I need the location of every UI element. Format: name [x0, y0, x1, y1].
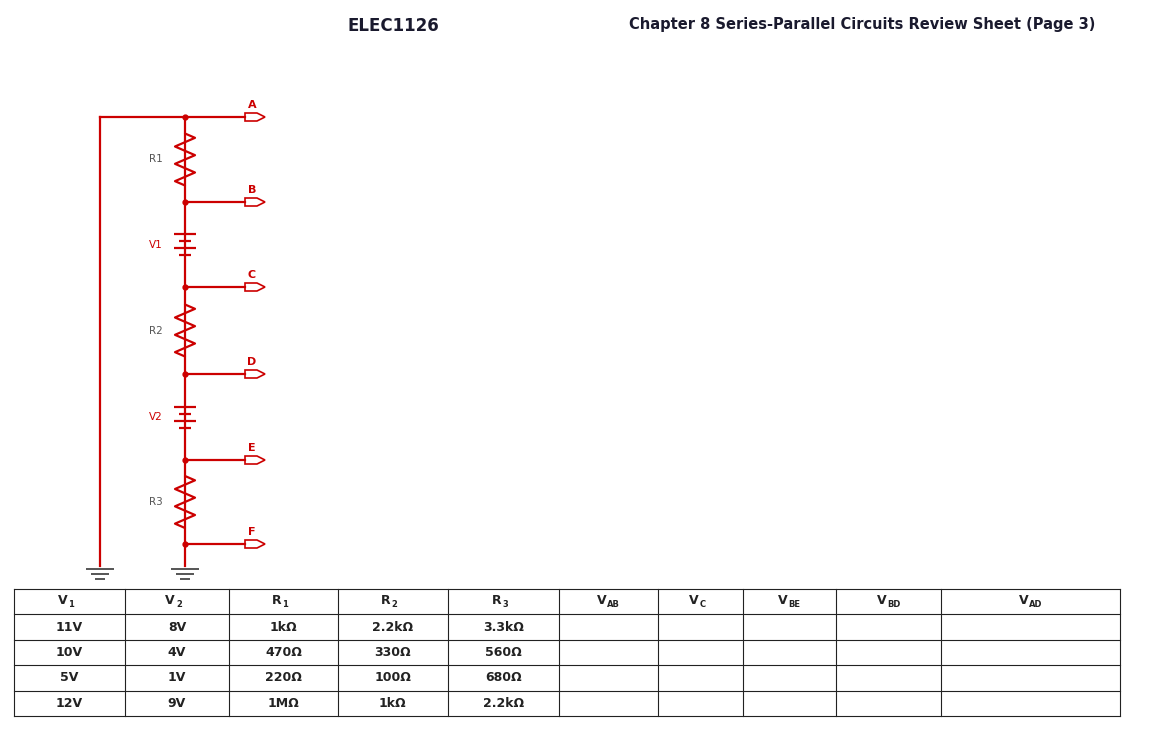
Text: 680Ω: 680Ω	[485, 671, 521, 684]
Text: AB: AB	[608, 600, 620, 609]
Text: R: R	[272, 594, 282, 608]
Text: 10V: 10V	[56, 646, 83, 659]
Text: R1: R1	[149, 154, 163, 165]
Text: 9V: 9V	[168, 697, 186, 710]
Text: A: A	[248, 100, 256, 110]
Text: 3: 3	[503, 600, 509, 609]
Text: 1kΩ: 1kΩ	[270, 621, 297, 634]
Text: 220Ω: 220Ω	[265, 671, 301, 684]
Text: D: D	[248, 357, 256, 367]
Text: ELEC1126: ELEC1126	[347, 17, 439, 35]
Text: V: V	[689, 594, 698, 608]
Text: BE: BE	[788, 600, 800, 609]
Text: 2: 2	[176, 600, 182, 609]
Text: 560Ω: 560Ω	[485, 646, 521, 659]
Text: 1: 1	[283, 600, 289, 609]
Text: 5V: 5V	[61, 671, 78, 684]
Text: 8V: 8V	[168, 621, 186, 634]
Text: 100Ω: 100Ω	[375, 671, 411, 684]
Text: 2.2kΩ: 2.2kΩ	[483, 697, 524, 710]
Text: 11V: 11V	[56, 621, 83, 634]
Text: 2: 2	[392, 600, 398, 609]
Text: 1kΩ: 1kΩ	[379, 697, 406, 710]
Text: R: R	[492, 594, 502, 608]
Text: V: V	[165, 594, 175, 608]
Text: V: V	[876, 594, 886, 608]
Text: 470Ω: 470Ω	[265, 646, 301, 659]
Text: R: R	[382, 594, 391, 608]
Text: 2.2kΩ: 2.2kΩ	[372, 621, 413, 634]
Text: 12V: 12V	[56, 697, 83, 710]
Text: AD: AD	[1029, 600, 1043, 609]
Text: Chapter 8 Series-Parallel Circuits Review Sheet (Page 3): Chapter 8 Series-Parallel Circuits Revie…	[629, 17, 1095, 32]
Text: 1: 1	[69, 600, 74, 609]
Text: V: V	[58, 594, 68, 608]
Text: C: C	[700, 600, 705, 609]
Text: F: F	[248, 527, 256, 537]
Text: R3: R3	[149, 497, 163, 507]
Text: 330Ω: 330Ω	[375, 646, 411, 659]
Text: V: V	[778, 594, 787, 608]
Text: 1MΩ: 1MΩ	[268, 697, 299, 710]
Text: V: V	[1018, 594, 1028, 608]
Text: C: C	[248, 270, 256, 280]
Text: BD: BD	[887, 600, 901, 609]
Text: V1: V1	[149, 239, 163, 250]
Text: V: V	[597, 594, 606, 608]
Text: 4V: 4V	[168, 646, 186, 659]
Text: R2: R2	[149, 326, 163, 335]
Text: E: E	[248, 443, 256, 453]
Text: 1V: 1V	[168, 671, 186, 684]
Text: B: B	[248, 185, 256, 195]
Text: V2: V2	[149, 412, 163, 422]
Text: 3.3kΩ: 3.3kΩ	[483, 621, 524, 634]
